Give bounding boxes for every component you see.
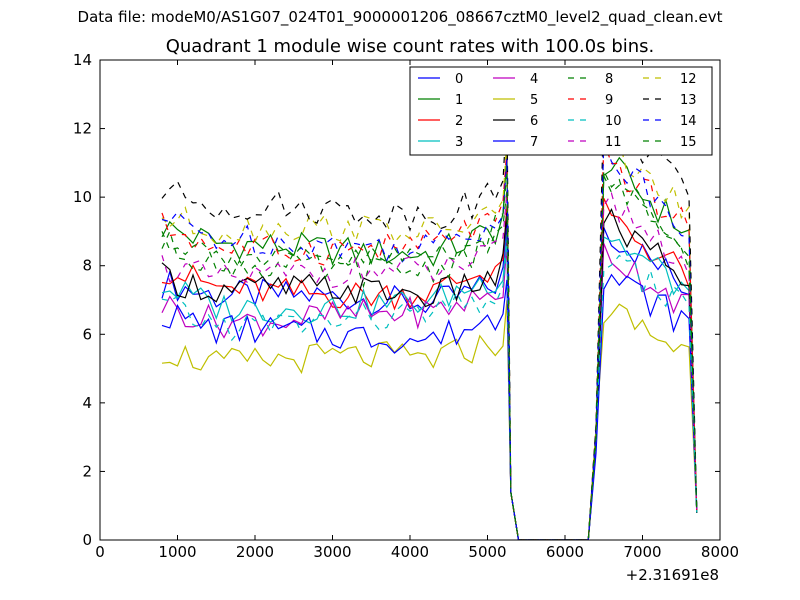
legend-label-12: 12 [680,72,697,87]
legend-label-6: 6 [530,114,538,129]
legend-label-9: 9 [605,93,613,108]
legend-label-11: 11 [605,135,622,150]
legend-label-7: 7 [530,135,538,150]
x-tick-label: 8000 [701,543,739,561]
ticks-layer: 0 1000 2000 3000 4000 5000 6000 7000 80000246810… [73,51,739,561]
series-line-6 [161,207,698,540]
y-tick-label: 10 [73,188,92,206]
y-tick-label: 6 [82,325,92,343]
x-tick-label: 1000 [158,543,196,561]
legend-label-8: 8 [605,72,613,87]
x-tick-label: 3000 [313,543,351,561]
legend-label-14: 14 [680,114,697,129]
y-tick-label: 12 [73,120,92,138]
x-tick-label: 4000 [391,543,429,561]
legend-label-13: 13 [680,93,697,108]
series-line-3 [161,234,698,540]
series-line-11 [161,191,698,540]
x-offset-label: +2.31691e8 [626,566,719,584]
series-line-8 [161,175,698,540]
legend-label-5: 5 [530,93,538,108]
series-line-7 [161,273,698,540]
legend-label-10: 10 [605,114,622,129]
legend-label-2: 2 [455,114,463,129]
series-line-12 [161,127,698,540]
series-line-5 [161,300,698,540]
series-line-14 [161,141,698,540]
series-line-10 [161,244,698,540]
figure-suptitle: Data file: modeM0/AS1G07_024T01_90000012… [77,8,723,26]
x-tick-label: 6000 [546,543,584,561]
y-tick-label: 4 [82,394,92,412]
series-line-1 [161,154,698,540]
chart-title: Quadrant 1 module wise count rates with … [165,36,655,57]
x-tick-label: 2000 [236,543,274,561]
legend-label-15: 15 [680,135,697,150]
series-line-15 [161,170,698,540]
y-tick-label: 2 [82,462,92,480]
legend-label-1: 1 [455,93,463,108]
legend-label-3: 3 [455,135,463,150]
series-line-13 [161,98,698,540]
x-tick-label: 5000 [468,543,506,561]
x-tick-label: 7000 [623,543,661,561]
x-tick-label: 0 [95,543,105,561]
legend-label-0: 0 [455,72,463,87]
legend-label-4: 4 [530,72,538,87]
series-line-9 [161,141,698,540]
legend-box [409,66,713,156]
series-layer [161,98,698,540]
y-tick-label: 0 [82,531,92,549]
y-tick-label: 14 [73,51,92,69]
series-line-4 [161,242,698,540]
y-tick-label: 8 [82,257,92,275]
series-line-0 [161,221,698,540]
